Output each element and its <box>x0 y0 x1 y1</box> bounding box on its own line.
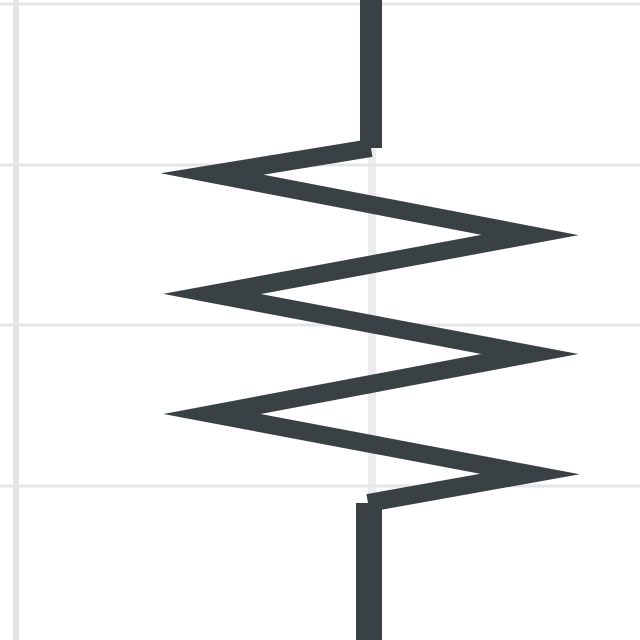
resistor-symbol <box>160 0 580 640</box>
resistor-zigzag <box>160 139 580 512</box>
